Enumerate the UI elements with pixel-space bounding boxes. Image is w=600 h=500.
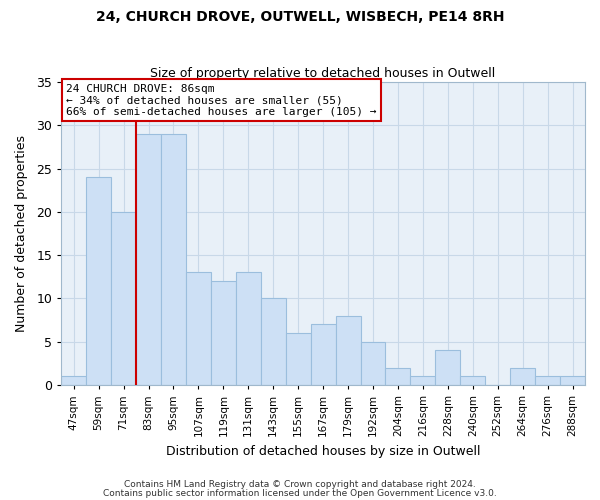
- Bar: [86, 178, 111, 385]
- Text: Contains public sector information licensed under the Open Government Licence v3: Contains public sector information licen…: [103, 488, 497, 498]
- Bar: [560, 376, 585, 385]
- Bar: [186, 272, 211, 385]
- Bar: [211, 281, 236, 385]
- Bar: [385, 368, 410, 385]
- Bar: [111, 212, 136, 385]
- Bar: [535, 376, 560, 385]
- Bar: [61, 376, 86, 385]
- Bar: [335, 316, 361, 385]
- Title: Size of property relative to detached houses in Outwell: Size of property relative to detached ho…: [151, 66, 496, 80]
- Bar: [361, 342, 385, 385]
- Y-axis label: Number of detached properties: Number of detached properties: [15, 135, 28, 332]
- Bar: [136, 134, 161, 385]
- Bar: [161, 134, 186, 385]
- Bar: [286, 333, 311, 385]
- Bar: [261, 298, 286, 385]
- Text: 24, CHURCH DROVE, OUTWELL, WISBECH, PE14 8RH: 24, CHURCH DROVE, OUTWELL, WISBECH, PE14…: [96, 10, 504, 24]
- Bar: [311, 324, 335, 385]
- Bar: [410, 376, 436, 385]
- Text: 24 CHURCH DROVE: 86sqm
← 34% of detached houses are smaller (55)
66% of semi-det: 24 CHURCH DROVE: 86sqm ← 34% of detached…: [67, 84, 377, 117]
- Text: Contains HM Land Registry data © Crown copyright and database right 2024.: Contains HM Land Registry data © Crown c…: [124, 480, 476, 489]
- Bar: [436, 350, 460, 385]
- Bar: [510, 368, 535, 385]
- Bar: [460, 376, 485, 385]
- Bar: [236, 272, 261, 385]
- X-axis label: Distribution of detached houses by size in Outwell: Distribution of detached houses by size …: [166, 444, 481, 458]
